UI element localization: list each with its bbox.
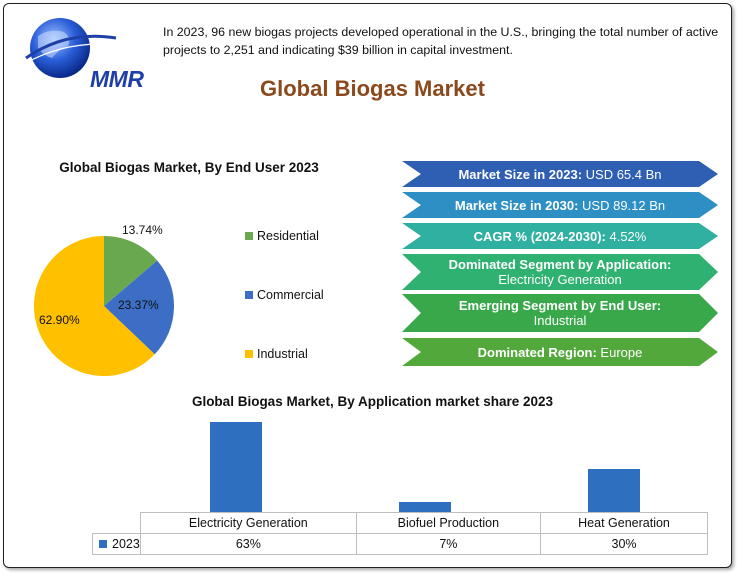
data-label: 63% <box>140 533 357 555</box>
category-row: Electricity Generation Biofuel Productio… <box>92 512 708 534</box>
legend-item-industrial: Industrial <box>245 347 308 361</box>
banner-emerging-segment-end-user: Emerging Segment by End User: Industrial <box>402 294 718 332</box>
banner-label: CAGR % (2024-2030): <box>473 228 606 244</box>
pie-chart-title: Global Biogas Market, By End User 2023 <box>59 160 319 175</box>
category-label: Electricity Generation <box>140 512 357 534</box>
banner-value: Industrial <box>533 313 587 328</box>
banner-market-size-2030: Market Size in 2030: USD 89.12 Bn <box>402 192 718 218</box>
bar-0 <box>210 422 263 512</box>
legend-item-commercial: Commercial <box>245 288 324 302</box>
logo-text: MMR <box>90 66 144 92</box>
pie-slice-residential <box>104 236 158 306</box>
legend-item-residential: Residential <box>245 229 319 243</box>
series-legend-cell: 2023 <box>92 533 141 555</box>
banner-label: Dominated Region: <box>477 344 597 360</box>
main-title: Global Biogas Market <box>260 76 485 101</box>
data-label: 30% <box>540 533 708 555</box>
legend-label-commercial: Commercial <box>257 288 324 302</box>
category-label: Biofuel Production <box>355 512 542 534</box>
legend-label-industrial: Industrial <box>257 347 308 361</box>
category-label: Heat Generation <box>540 512 708 534</box>
legend-swatch-industrial <box>245 350 253 358</box>
pie-label-commercial: 23.37% <box>118 298 159 312</box>
legend-swatch-residential <box>245 232 253 240</box>
pie-slice-commercial <box>104 260 174 355</box>
series-row: 2023 63% 7% 30% <box>92 533 708 555</box>
pie-slice-industrial <box>33 236 155 376</box>
pie-label-residential: 13.74% <box>122 223 163 237</box>
banner-value: Electricity Generation <box>498 272 622 287</box>
banner-dominated-segment-application: Dominated Segment by Application: Electr… <box>402 254 718 290</box>
series-swatch <box>99 540 107 548</box>
empty-corner-cell <box>92 512 141 534</box>
bar-chart <box>94 422 708 512</box>
mmr-logo: MMR <box>22 14 144 92</box>
banner-cagr: CAGR % (2024-2030): 4.52% <box>402 223 718 249</box>
legend-swatch-commercial <box>245 291 253 299</box>
pie-label-industrial: 62.90% <box>39 313 80 327</box>
intro-text: In 2023, 96 new biogas projects develope… <box>163 25 719 57</box>
banner-value: USD 89.12 Bn <box>578 197 666 213</box>
banner-dominated-region: Dominated Region: Europe <box>402 338 718 366</box>
banner-label: Market Size in 2023: <box>458 166 583 182</box>
banner-label: Dominated Segment by Application: <box>448 257 672 272</box>
bar-chart-data-table: Electricity Generation Biofuel Productio… <box>92 512 708 555</box>
banner-value: 4.52% <box>605 228 647 244</box>
bar-chart-title: Global Biogas Market, By Application mar… <box>191 394 554 409</box>
banner-label: Market Size in 2030: <box>454 197 579 213</box>
series-name: 2023 <box>112 537 140 551</box>
data-label: 7% <box>355 533 542 555</box>
infographic-frame: MMR In 2023, 96 new biogas projects deve… <box>3 3 732 568</box>
banner-market-size-2023: Market Size in 2023: USD 65.4 Bn <box>402 161 718 187</box>
banner-value: Europe <box>596 344 643 360</box>
pie-chart <box>33 236 174 376</box>
legend-label-residential: Residential <box>257 229 319 243</box>
globe-icon <box>23 18 125 78</box>
bar-1 <box>399 502 451 512</box>
banner-label: Emerging Segment by End User: <box>458 298 662 313</box>
bar-2 <box>587 469 640 512</box>
banner-value: USD 65.4 Bn <box>582 166 662 182</box>
